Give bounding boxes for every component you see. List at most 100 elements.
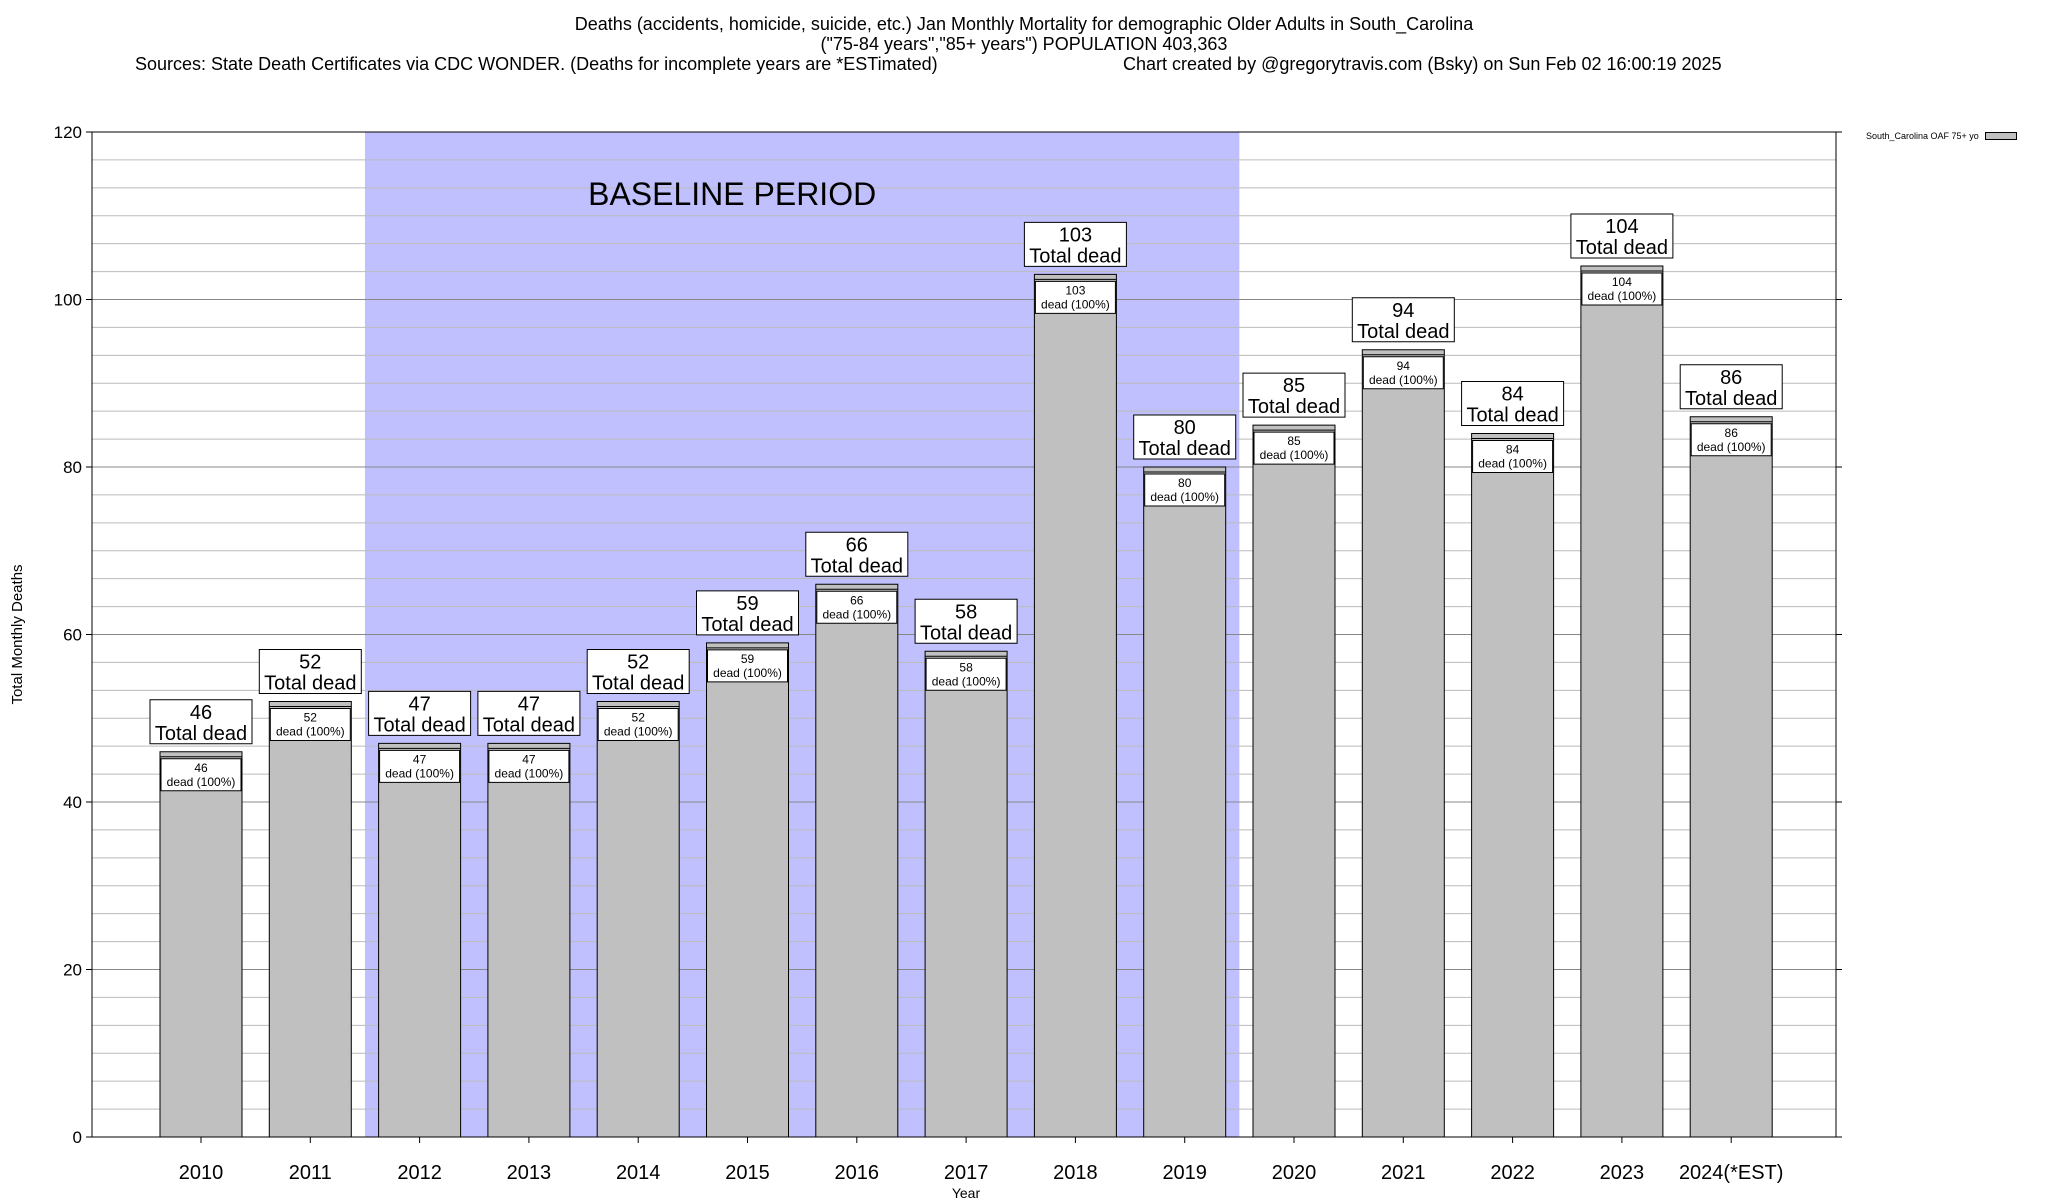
chart-legend: South_Carolina OAF 75+ yo [1866, 131, 2017, 141]
outer-label-value: 52 [627, 652, 649, 674]
inner-label-value: 104 [1612, 275, 1632, 289]
inner-label-box [925, 657, 1007, 691]
chart-subtitle: ("75-84 years","85+ years") POPULATION 4… [820, 34, 1228, 54]
y-tick-label: 20 [63, 961, 82, 980]
outer-label-value: 84 [1501, 384, 1523, 406]
outer-label-value: 85 [1283, 375, 1305, 397]
chart-sources: Sources: State Death Certificates via CD… [135, 54, 938, 74]
inner-label-value: 84 [1506, 443, 1520, 457]
y-tick-label: 120 [54, 123, 82, 142]
inner-label-text: dead (100%) [713, 666, 782, 680]
x-tick-label: 2020 [1272, 1162, 1317, 1184]
inner-label-box [1472, 440, 1554, 473]
x-tick-label: 2021 [1381, 1162, 1426, 1184]
inner-label-text: dead (100%) [385, 766, 454, 780]
inner-label-text: dead (100%) [1260, 448, 1329, 462]
chart-title-block: Deaths (accidents, homicide, suicide, et… [0, 14, 2048, 54]
bar [268, 701, 352, 1138]
outer-label-value: 86 [1720, 367, 1742, 389]
inner-label-value: 66 [850, 593, 864, 607]
y-tick-label: 80 [63, 458, 82, 477]
bar [1252, 424, 1336, 1138]
x-tick-label: 2011 [289, 1162, 332, 1184]
y-tick-label: 60 [63, 626, 82, 645]
outer-label-value: 47 [408, 693, 430, 715]
x-tick-label: 2012 [397, 1162, 442, 1184]
inner-label-box [379, 749, 461, 783]
outer-label-value: 58 [955, 601, 977, 623]
x-tick-label: 2013 [507, 1162, 552, 1184]
outer-label-value: 80 [1174, 417, 1196, 439]
inner-label-value: 52 [304, 711, 318, 725]
bar [924, 650, 1008, 1138]
y-tick-label: 0 [73, 1128, 82, 1147]
inner-label-value: 52 [632, 711, 646, 725]
outer-label-text: Total dead [1139, 438, 1231, 460]
inner-label-text: dead (100%) [604, 725, 673, 739]
bar [378, 742, 462, 1138]
bar [1143, 466, 1227, 1138]
inner-label-value: 47 [522, 752, 536, 766]
inner-label-box [1690, 423, 1772, 457]
x-axis-label: Year [952, 1185, 981, 1200]
bar [1033, 273, 1117, 1138]
x-tick-label: 2015 [725, 1162, 770, 1184]
outer-label-text: Total dead [1357, 321, 1449, 343]
outer-label-text: Total dead [592, 673, 684, 695]
outer-label-box [1679, 364, 1783, 410]
inner-label-box [269, 708, 351, 741]
inner-label-box [1253, 431, 1335, 465]
chart-title: Deaths (accidents, homicide, suicide, et… [574, 14, 1474, 34]
x-tick-label: 2023 [1600, 1162, 1645, 1184]
outer-label-text: Total dead [1685, 388, 1777, 410]
baseline-label: BASELINE PERIOD [588, 176, 876, 212]
inner-label-box [1581, 272, 1663, 306]
inner-label-value: 85 [1287, 434, 1301, 448]
x-tick-label: 2022 [1490, 1162, 1535, 1184]
inner-label-box [707, 649, 788, 683]
outer-label-value: 47 [518, 693, 540, 715]
outer-label-text: Total dead [701, 614, 793, 636]
legend-label: South_Carolina OAF 75+ yo [1866, 131, 1979, 141]
inner-label-text: dead (100%) [167, 775, 236, 789]
y-tick-label: 100 [54, 291, 82, 310]
bar [159, 751, 243, 1138]
outer-label-box [1351, 297, 1455, 343]
inner-label-box [488, 749, 570, 783]
outer-label-box [477, 690, 581, 736]
bar [596, 701, 680, 1138]
outer-label-text: Total dead [373, 714, 465, 736]
y-axis-label: Total Monthly Deaths [9, 564, 26, 704]
outer-label-value: 59 [736, 593, 758, 615]
bar [1471, 433, 1555, 1138]
legend-swatch [1984, 132, 2017, 140]
outer-label-text: Total dead [811, 555, 903, 577]
inner-label-value: 80 [1178, 476, 1192, 490]
outer-label-box [149, 699, 253, 745]
bar [706, 642, 789, 1138]
bar [1580, 265, 1664, 1138]
outer-label-box [1133, 414, 1237, 460]
outer-label-value: 52 [299, 652, 321, 674]
outer-label-value: 94 [1392, 300, 1414, 322]
inner-label-value: 103 [1065, 283, 1085, 297]
inner-label-text: dead (100%) [1697, 440, 1766, 454]
inner-label-text: dead (100%) [932, 674, 1001, 688]
inner-label-text: dead (100%) [1150, 490, 1219, 504]
inner-label-box [1144, 473, 1226, 507]
outer-label-box [258, 649, 362, 694]
inner-label-value: 58 [959, 660, 973, 674]
inner-label-value: 46 [194, 761, 208, 775]
inner-label-text: dead (100%) [1478, 457, 1547, 471]
outer-label-value: 104 [1605, 216, 1638, 238]
outer-label-text: Total dead [155, 723, 247, 745]
outer-label-text: Total dead [264, 673, 356, 695]
inner-label-box [1034, 280, 1116, 314]
inner-label-value: 59 [741, 652, 755, 666]
inner-label-box [1362, 356, 1444, 390]
bar [487, 742, 571, 1138]
bar [1361, 349, 1445, 1138]
outer-label-value: 66 [846, 534, 868, 556]
inner-label-text: dead (100%) [495, 766, 564, 780]
